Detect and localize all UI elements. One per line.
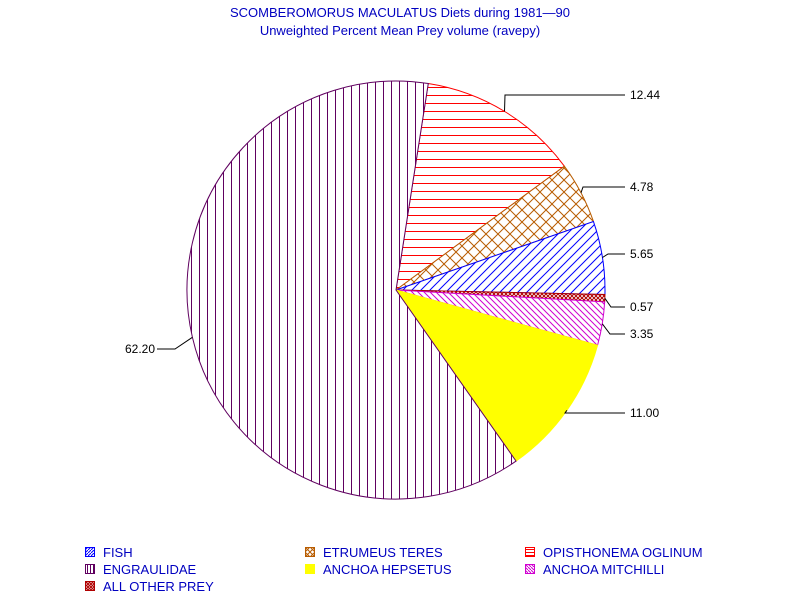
legend-label: OPISTHONEMA OGLINUM	[543, 544, 703, 560]
leader-line-anchoa-mitchilli	[601, 323, 625, 335]
legend-item-anchoa-mitchilli: ANCHOA MITCHILLI	[525, 561, 664, 577]
legend-item-opisthonema-oglinum: OPISTHONEMA OGLINUM	[525, 544, 703, 560]
legend-label: ANCHOA HEPSETUS	[323, 561, 452, 577]
legend-label: ETRUMEUS TERES	[323, 544, 443, 560]
value-label-anchoa-hepsetus: 11.00	[630, 406, 659, 420]
legend-label: ALL OTHER PREY	[103, 578, 214, 594]
legend-item-engraulidae: ENGRAULIDAE	[85, 561, 196, 577]
legend-label: ANCHOA MITCHILLI	[543, 561, 665, 577]
legend-item-etrumeus-teres: ETRUMEUS TERES	[305, 544, 443, 560]
value-label-etrumeus-teres: 4.78	[630, 180, 654, 194]
legend-swatch-anchoa-hepsetus	[305, 564, 315, 574]
pie-slice-anchoa-hepsetus	[394, 289, 599, 462]
leader-line-opisthonema-oglinum	[504, 94, 625, 112]
pie-value-labels: 12.44 4.78 5.65 0.57 3.35 11.00 62.20	[125, 88, 660, 420]
leader-line-fish	[602, 253, 625, 258]
legend-item-all-other-prey: ALL OTHER PREY	[85, 578, 214, 594]
legend-swatch-all-other-prey	[85, 581, 95, 591]
chart-title: SCOMBEROMORUS MACULATUS Diets during 198…	[229, 5, 571, 20]
value-label-all-other-prey: 0.57	[630, 300, 654, 314]
chart-subtitle: Unweighted Percent Mean Prey volume (rav…	[259, 23, 541, 38]
legend-item-anchoa-hepsetus: ANCHOA HEPSETUS	[305, 561, 452, 577]
legend-item-fish: FISH	[85, 544, 133, 560]
value-label-anchoa-mitchilli: 3.35	[630, 327, 654, 341]
value-label-opisthonema-oglinum: 12.44	[630, 88, 660, 102]
pie-leader-lines	[157, 94, 625, 414]
legend-label: FISH	[103, 544, 133, 560]
leader-line-engraulidae	[157, 336, 193, 350]
legend-swatch-engraulidae	[85, 564, 95, 574]
legend-swatch-fish	[85, 547, 95, 557]
value-label-engraulidae: 62.20	[125, 342, 155, 356]
leader-line-etrumeus-teres	[580, 186, 625, 193]
leader-line-all-other-prey	[604, 297, 625, 308]
legend-swatch-etrumeus-teres	[305, 547, 315, 557]
legend-swatch-anchoa-mitchilli	[525, 564, 535, 574]
pie-slices	[186, 80, 606, 500]
legend: FISH ETRUMEUS TERES OPISTHONEMA OGLINUM ENG…	[0, 542, 800, 600]
pie-chart: 12.44 4.78 5.65 0.57 3.35 11.00 62.20	[125, 80, 660, 500]
legend-label: ENGRAULIDAE	[103, 561, 197, 577]
value-label-fish: 5.65	[630, 247, 654, 261]
legend-swatch-opisthonema-oglinum	[525, 547, 535, 557]
leader-line-anchoa-hepsetus	[564, 410, 625, 414]
